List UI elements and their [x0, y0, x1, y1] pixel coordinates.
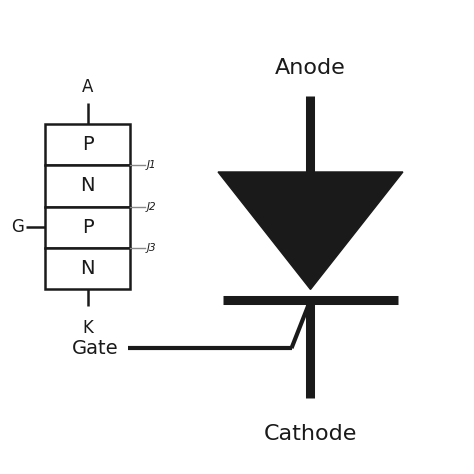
Text: Anode: Anode — [275, 57, 346, 78]
Text: K: K — [82, 319, 93, 337]
Text: Cathode: Cathode — [264, 424, 357, 444]
Bar — [45, 207, 130, 248]
Text: Gate: Gate — [72, 338, 118, 358]
Text: N: N — [81, 259, 95, 278]
Text: J3: J3 — [147, 243, 156, 253]
Text: J1: J1 — [147, 160, 156, 170]
Text: N: N — [81, 176, 95, 195]
Text: J2: J2 — [147, 201, 156, 211]
Bar — [45, 124, 130, 165]
Bar — [45, 165, 130, 207]
Text: P: P — [82, 218, 93, 237]
Text: A: A — [82, 79, 93, 97]
Bar — [45, 248, 130, 290]
Text: Silicon Controlled Rectifier (SCR): Silicon Controlled Rectifier (SCR) — [37, 17, 437, 37]
Polygon shape — [218, 172, 403, 290]
Text: P: P — [82, 135, 93, 154]
Text: G: G — [11, 219, 24, 236]
